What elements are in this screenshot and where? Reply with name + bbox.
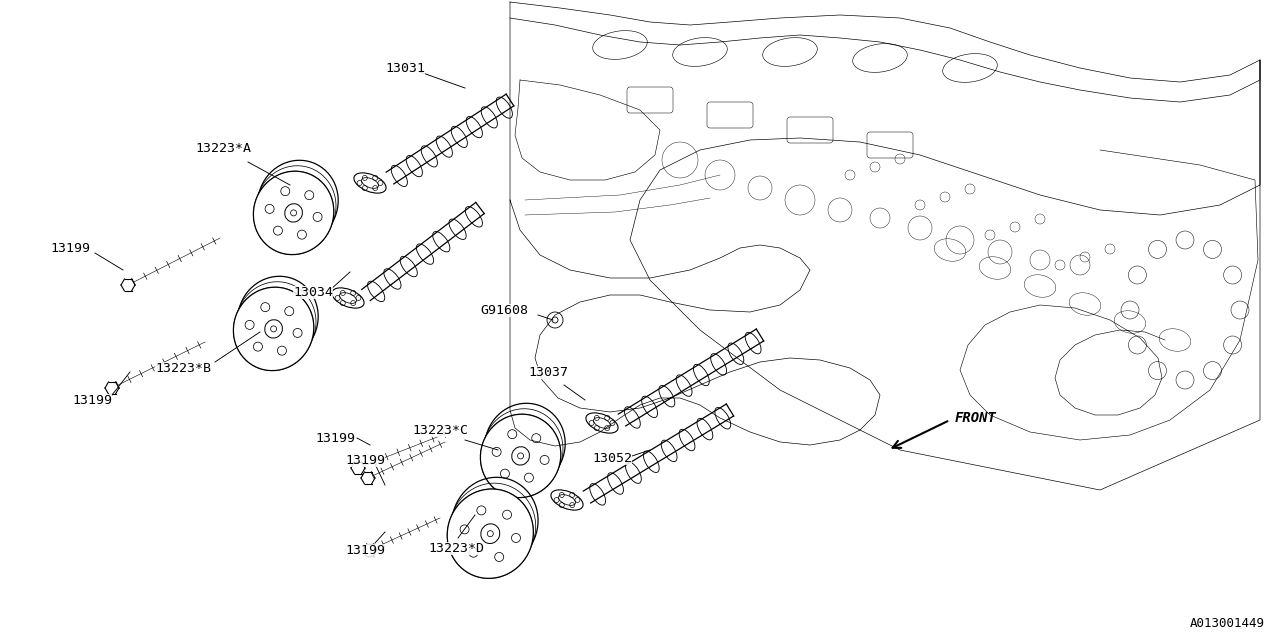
Text: FRONT: FRONT bbox=[955, 411, 997, 425]
Text: 13031: 13031 bbox=[385, 61, 425, 74]
Text: 13034: 13034 bbox=[293, 285, 333, 298]
Text: 13052: 13052 bbox=[591, 451, 632, 465]
Ellipse shape bbox=[480, 414, 561, 498]
Text: 13199: 13199 bbox=[72, 394, 113, 406]
Text: 13223*D: 13223*D bbox=[428, 541, 484, 554]
Ellipse shape bbox=[253, 171, 334, 255]
Ellipse shape bbox=[593, 31, 648, 60]
Ellipse shape bbox=[763, 38, 818, 67]
Text: A013001449: A013001449 bbox=[1190, 617, 1265, 630]
Ellipse shape bbox=[852, 44, 908, 72]
Ellipse shape bbox=[673, 38, 727, 67]
Ellipse shape bbox=[233, 287, 314, 371]
Text: 13199: 13199 bbox=[346, 454, 385, 467]
Text: 13199: 13199 bbox=[50, 241, 90, 255]
Text: 13223*A: 13223*A bbox=[195, 141, 251, 154]
Text: 13199: 13199 bbox=[315, 431, 355, 445]
Text: 13037: 13037 bbox=[529, 365, 568, 378]
Text: 13199: 13199 bbox=[346, 543, 385, 557]
Text: 13223*C: 13223*C bbox=[412, 424, 468, 436]
Ellipse shape bbox=[447, 489, 534, 579]
Text: 13223*B: 13223*B bbox=[155, 362, 211, 374]
Text: G91608: G91608 bbox=[480, 303, 529, 317]
Ellipse shape bbox=[942, 54, 997, 83]
